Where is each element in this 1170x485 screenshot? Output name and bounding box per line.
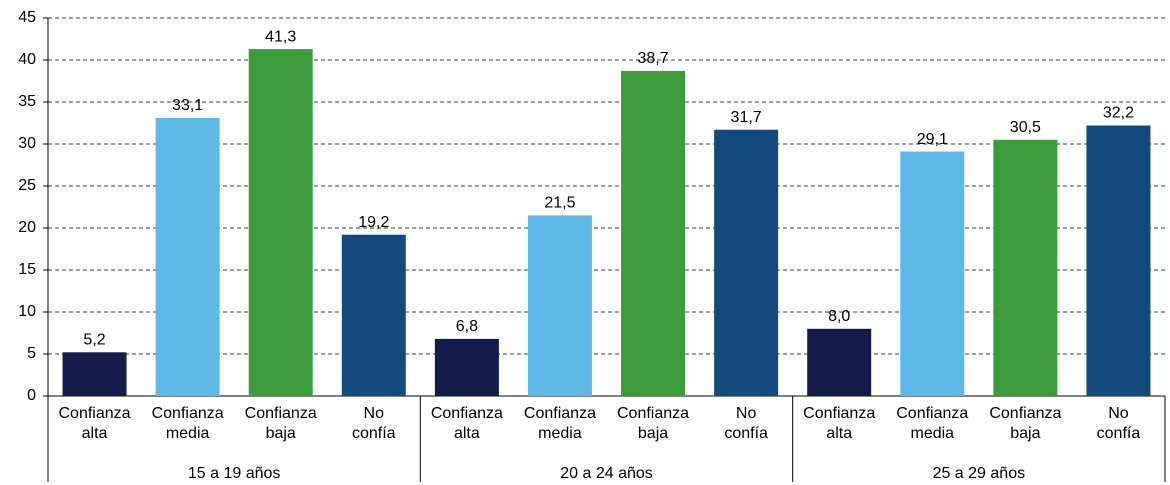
x-tick-label: No confía [1096, 405, 1141, 442]
bar [993, 139, 1058, 397]
y-tick-label: 30 [18, 135, 36, 152]
x-tick-label: Confianza alta [803, 405, 876, 442]
value-label: 29,1 [917, 131, 948, 148]
bar [807, 328, 872, 396]
x-tick-label: Confianza baja [244, 405, 317, 442]
bar [248, 49, 313, 396]
y-tick-label: 5 [27, 345, 36, 362]
group-label: 15 a 19 años [187, 465, 281, 482]
value-label: 31,7 [731, 109, 762, 126]
bar [434, 338, 499, 396]
value-label: 30,5 [1010, 119, 1041, 136]
value-label: 38,7 [637, 50, 668, 67]
value-label: 21,5 [544, 195, 575, 212]
value-label: 8,0 [828, 308, 850, 325]
bar [62, 352, 127, 396]
value-label: 32,2 [1103, 105, 1134, 122]
y-tick-label: 15 [18, 261, 36, 278]
x-tick-label: Confianza baja [989, 405, 1062, 442]
group-label: 25 a 29 años [932, 465, 1026, 482]
value-label: 33,1 [172, 97, 203, 114]
x-tick-label: Confianza alta [430, 405, 503, 442]
y-tick-label: 10 [18, 303, 36, 320]
x-tick-label: Confianza media [523, 405, 596, 442]
x-tick-label: Confianza baja [617, 405, 690, 442]
bar [1086, 125, 1151, 397]
x-tick-label: Confianza alta [58, 405, 131, 442]
x-tick-label: Confianza media [151, 405, 224, 442]
group-label: 20 a 24 años [560, 465, 653, 482]
bar [527, 215, 592, 396]
y-tick-label: 25 [18, 177, 36, 194]
y-tick-label: 40 [18, 51, 36, 68]
value-label: 19,2 [358, 214, 389, 231]
value-label: 6,8 [456, 318, 478, 335]
bar [621, 70, 686, 397]
x-tick-label: No confía [351, 405, 396, 442]
x-tick-label: Confianza media [896, 405, 969, 442]
x-tick-label: No confía [724, 405, 768, 442]
value-label: 41,3 [265, 28, 296, 45]
bar [900, 151, 965, 396]
y-tick-label: 45 [18, 9, 36, 26]
value-label: 5,2 [83, 332, 105, 349]
y-tick-label: 20 [18, 219, 36, 236]
y-tick-label: 0 [27, 387, 36, 404]
bar [155, 117, 220, 397]
bar [714, 129, 779, 396]
y-tick-label: 35 [18, 93, 36, 110]
bar [341, 234, 406, 396]
